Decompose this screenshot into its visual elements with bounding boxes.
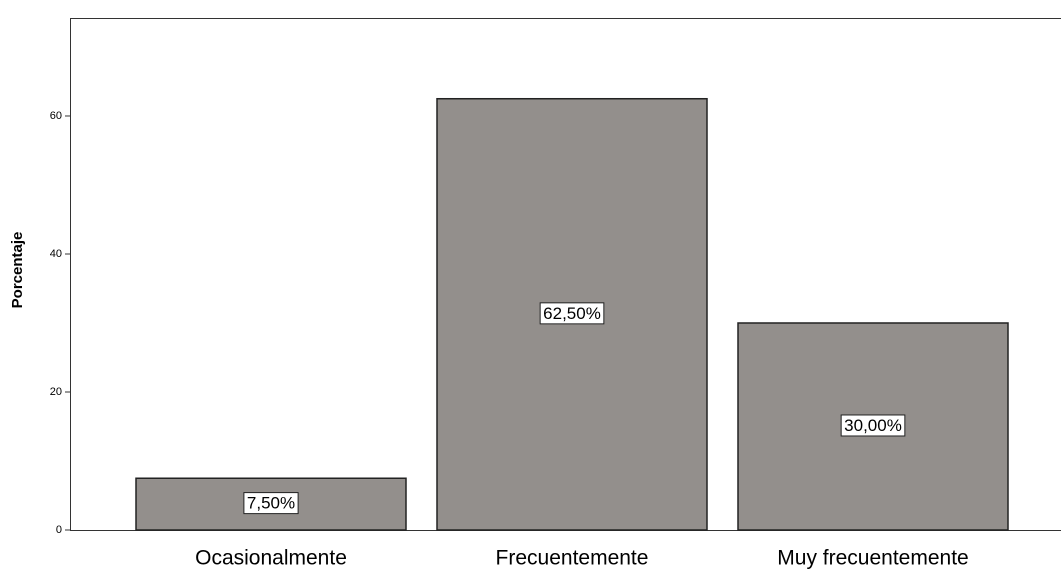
y-tick-label: 0 xyxy=(56,524,62,536)
x-tick-label: Ocasionalmente xyxy=(195,547,347,570)
value-label-box xyxy=(840,414,906,437)
value-label-box xyxy=(243,492,299,515)
x-tick-label: Frecuentemente xyxy=(496,547,649,570)
value-label: 30,00% xyxy=(844,416,902,435)
y-axis-label: Porcentaje xyxy=(9,232,26,309)
value-label-box xyxy=(539,302,605,325)
value-label: 62,50% xyxy=(543,304,601,323)
y-tick-label: 40 xyxy=(50,248,62,260)
x-tick-label: Muy frecuentemente xyxy=(777,547,968,570)
value-label: 7,50% xyxy=(247,494,295,513)
y-tick-label: 20 xyxy=(50,386,62,398)
y-tick-label: 60 xyxy=(50,110,62,122)
